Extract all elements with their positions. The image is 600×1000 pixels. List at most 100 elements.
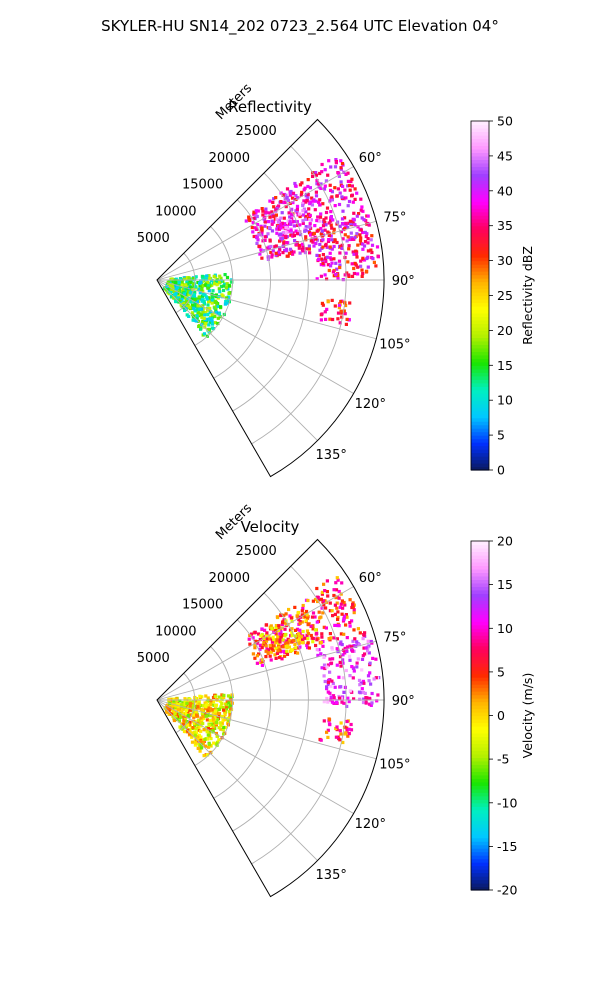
echo-cell — [211, 717, 215, 721]
echo-cell — [359, 236, 363, 240]
colorbar-band — [471, 610, 489, 615]
colorbar-band — [471, 295, 489, 300]
echo-cell — [315, 229, 319, 233]
echo-cell — [310, 203, 314, 207]
echo-cell — [331, 270, 335, 274]
echo-cell — [209, 310, 213, 314]
echo-cell — [204, 295, 208, 299]
echo-cell — [301, 606, 305, 611]
colorbar-band — [471, 820, 489, 825]
echo-cell — [356, 225, 360, 229]
range-gridline — [213, 619, 271, 799]
echo-cell — [335, 601, 339, 605]
echo-cell — [230, 280, 234, 284]
echo-cell — [255, 661, 259, 665]
echo-cell — [358, 683, 362, 687]
echo-cell — [259, 248, 263, 252]
echo-cell — [207, 745, 211, 749]
echo-cell — [343, 233, 347, 237]
echo-cell — [349, 231, 353, 235]
echo-cell — [360, 274, 364, 278]
echo-cell — [260, 228, 264, 232]
echo-cell — [176, 705, 180, 710]
colorbar-band — [471, 148, 489, 154]
angle-tick-label: 120° — [355, 397, 386, 412]
echo-cell — [324, 223, 328, 227]
echo-cell — [354, 249, 358, 253]
echo-cell — [304, 235, 308, 239]
echo-cell — [170, 277, 174, 281]
echo-cell — [205, 274, 209, 278]
echo-cell — [360, 268, 364, 272]
echo-cell — [352, 252, 356, 256]
echo-cell — [314, 173, 318, 177]
echo-cell — [208, 707, 213, 711]
colorbar-band — [471, 677, 489, 682]
echo-cell — [348, 598, 352, 602]
echo-cell — [201, 721, 205, 726]
echo-cell — [271, 200, 275, 204]
echo-cell — [282, 241, 286, 245]
echo-cell — [205, 297, 209, 301]
colorbar-band — [471, 211, 489, 216]
colorbar-band — [471, 204, 489, 209]
colorbar-band — [471, 830, 489, 835]
echo-cell — [206, 313, 210, 317]
colorbar-band — [471, 176, 489, 181]
echo-cell — [371, 257, 375, 261]
echo-cell — [216, 717, 220, 721]
colorbar-band — [471, 302, 489, 307]
echo-cell — [338, 321, 342, 325]
echo-cell — [285, 649, 289, 653]
echo-cell — [338, 729, 342, 733]
echo-cell — [348, 188, 352, 192]
echo-cell — [329, 165, 333, 169]
echo-cell — [293, 605, 297, 609]
echo-cell — [334, 272, 338, 277]
echo-cell — [319, 186, 323, 190]
colorbar-band — [471, 382, 489, 387]
colorbar-band — [471, 166, 489, 171]
angle-tick-label: 75° — [383, 210, 406, 225]
echo-cell — [196, 746, 200, 750]
echo-cell — [333, 165, 338, 169]
echo-cell — [211, 298, 215, 302]
echo-cell — [339, 632, 343, 636]
echo-cell — [181, 707, 185, 711]
echo-cell — [204, 704, 208, 709]
echo-cell — [188, 701, 193, 706]
echo-cell — [203, 701, 207, 705]
echo-cell — [281, 236, 285, 241]
echo-cell — [339, 721, 343, 725]
echo-cell — [190, 297, 194, 301]
echo-cell — [183, 699, 187, 703]
echo-cell — [198, 749, 202, 753]
echo-cell — [301, 219, 305, 223]
echo-cell — [255, 641, 259, 645]
echo-cell — [261, 209, 265, 213]
echo-cell — [311, 174, 315, 178]
colorbar-band — [471, 190, 489, 195]
echo-cell — [315, 595, 320, 599]
echo-cell — [323, 184, 327, 188]
echo-cell — [196, 304, 200, 308]
echo-cell — [285, 241, 289, 245]
echo-cell — [206, 727, 211, 731]
echo-cell — [217, 707, 222, 711]
echo-cell — [322, 663, 327, 667]
echo-cell — [201, 715, 205, 719]
echo-cell — [266, 232, 270, 236]
echo-cell — [270, 626, 274, 630]
echo-cell — [281, 638, 285, 642]
echo-cell — [352, 697, 356, 701]
echo-cell — [264, 207, 268, 211]
echo-cell — [190, 303, 194, 307]
echo-cell — [361, 247, 365, 251]
echo-cell — [353, 235, 357, 240]
echo-cell — [188, 720, 192, 724]
echo-cell — [251, 652, 255, 656]
echo-cell — [345, 636, 349, 640]
echo-cell — [327, 221, 331, 225]
angle-gridline — [156, 166, 354, 281]
echo-cell — [174, 702, 178, 706]
